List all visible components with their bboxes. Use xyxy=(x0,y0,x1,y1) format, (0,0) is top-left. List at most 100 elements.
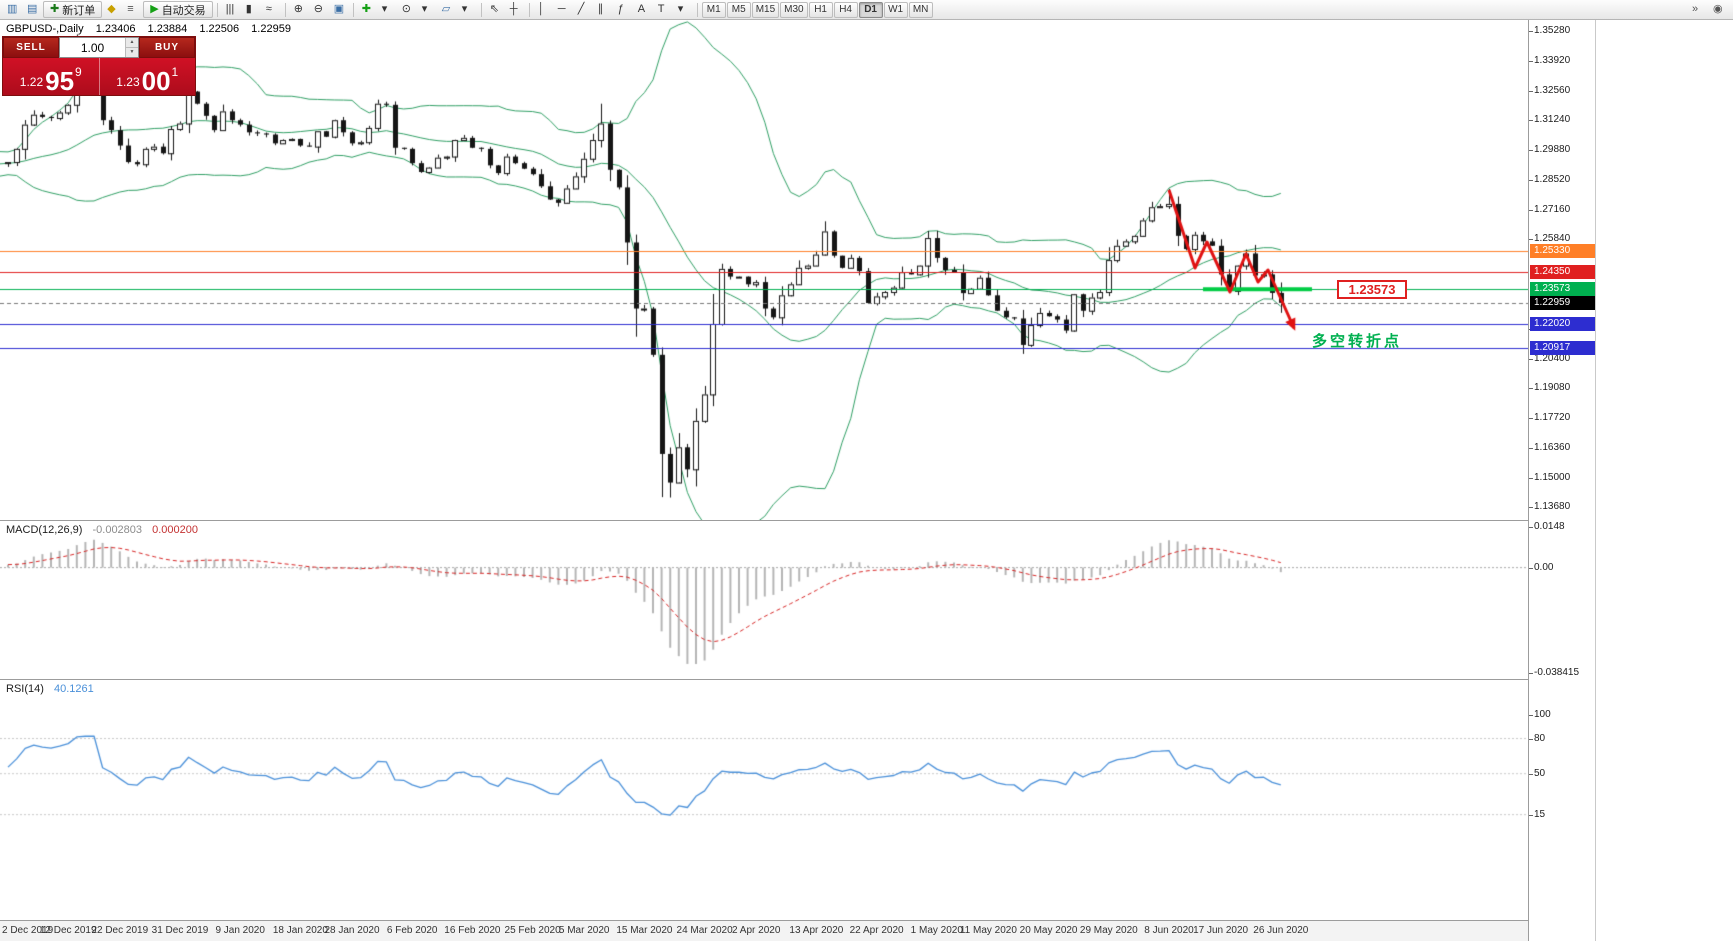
close-value: 1.22959 xyxy=(251,23,291,35)
bar-chart-button[interactable]: ||| xyxy=(222,1,241,18)
date-label: 20 May 2020 xyxy=(1019,925,1078,936)
fibonacci-icon: ƒ xyxy=(617,3,624,15)
rsi-canvas[interactable] xyxy=(0,680,1528,920)
zoom-in-button[interactable]: ⊕ xyxy=(290,1,309,18)
metaeditor-button[interactable]: ◆ xyxy=(103,1,122,18)
trade-panel-prices: 1.22 95 9 1.23 00 1 xyxy=(3,58,195,95)
macd-header: MACD(12,26,9) -0.002803 0.000200 xyxy=(6,524,198,536)
date-label: 12 Dec 2019 xyxy=(39,925,97,936)
macd-value: -0.002803 xyxy=(92,524,143,536)
toolbar-separator xyxy=(216,2,218,17)
timeframe-m15-button[interactable]: M15 xyxy=(751,1,780,18)
date-label: 16 Feb 2020 xyxy=(444,925,501,936)
label-button[interactable]: T xyxy=(654,1,673,18)
price-axis-flag: 1.23573 xyxy=(1530,282,1595,297)
date-label: 8 Jun 2020 xyxy=(1144,925,1194,936)
cursor-button[interactable]: ⇖ xyxy=(486,1,505,18)
timeframe-m30-button[interactable]: M30 xyxy=(780,1,808,18)
text-button[interactable]: A xyxy=(634,1,653,18)
timeframe-m1-button[interactable]: M1 xyxy=(701,1,726,18)
timeframe-h1-button[interactable]: H1 xyxy=(808,1,833,18)
rsi-axis-label: 15 xyxy=(1528,808,1546,820)
toolbar-overflow-button[interactable]: » xyxy=(1688,1,1707,18)
buy-pips: 00 xyxy=(141,65,171,96)
crosshair-button[interactable]: ┼ xyxy=(506,1,525,18)
timeframe-w1-button[interactable]: W1 xyxy=(883,1,908,18)
buy-button[interactable]: BUY xyxy=(139,37,195,58)
macd-panel: MACD(12,26,9) -0.002803 0.000200 xyxy=(0,520,1528,679)
channel-button[interactable]: ∥ xyxy=(594,1,613,18)
horizontal-line-icon: ─ xyxy=(557,3,566,15)
periods-button[interactable]: ⊙ xyxy=(398,1,417,18)
buy-price[interactable]: 1.23 00 1 xyxy=(98,58,196,96)
new-chart-button[interactable]: ▥ xyxy=(3,1,22,18)
metaeditor-icon: ◆ xyxy=(107,3,116,15)
macd-canvas[interactable] xyxy=(0,521,1528,679)
shapes-dropdown[interactable]: ▾ xyxy=(674,1,693,18)
timeframe-mn-button[interactable]: MN xyxy=(908,1,933,18)
lot-spinner: ▲ ▼ xyxy=(125,38,138,57)
rsi-axis-label: 80 xyxy=(1528,732,1546,744)
indicators-dropdown[interactable]: ▾ xyxy=(378,1,397,18)
zoom-out-icon: ⊖ xyxy=(313,3,323,15)
profiles-button[interactable]: ▤ xyxy=(23,1,42,18)
line-chart-icon: ≈ xyxy=(265,3,272,15)
autotrading-button[interactable]: ▶ 自动交易 xyxy=(143,1,213,18)
zoom-out-button[interactable]: ⊖ xyxy=(310,1,329,18)
horizontal-line-button[interactable]: ─ xyxy=(554,1,573,18)
price-axis-label: 1.16360 xyxy=(1528,442,1571,454)
strategy-tester-button[interactable]: ≡ xyxy=(123,1,142,18)
rsi-title: RSI(14) xyxy=(6,683,44,695)
periods-icon: ▾ xyxy=(421,3,428,15)
indicators-button[interactable]: ✚ xyxy=(358,1,377,18)
main-chart-panel: GBPUSD-,Daily 1.23406 1.23884 1.22506 1.… xyxy=(0,20,1528,520)
new-order-button[interactable]: ✚ 新订单 xyxy=(43,1,103,18)
price-axis-label: 1.31240 xyxy=(1528,114,1571,126)
toolbar-right-icons: » ◉ xyxy=(1688,1,1730,18)
vertical-line-button[interactable]: │ xyxy=(534,1,553,18)
new-order-button-label: 新订单 xyxy=(62,4,96,17)
templates-dropdown[interactable]: ▾ xyxy=(458,1,477,18)
sell-button[interactable]: SELL xyxy=(3,37,59,58)
help-button[interactable]: ◉ xyxy=(1709,1,1728,18)
timeframe-m5-button[interactable]: M5 xyxy=(726,1,751,18)
templates-icon: ▱ xyxy=(441,3,451,15)
trendline-button[interactable]: ╱ xyxy=(574,1,593,18)
cursor-icon: ⇖ xyxy=(489,3,499,15)
lot-decrease-button[interactable]: ▼ xyxy=(126,48,138,57)
candlestick-chart-button[interactable]: ▮ xyxy=(242,1,261,18)
indicators-icon: ✚ xyxy=(361,3,371,15)
channel-icon: ∥ xyxy=(597,3,604,15)
sell-pips: 95 xyxy=(45,65,75,96)
templates-button[interactable]: ▱ xyxy=(438,1,457,18)
low-value: 1.22506 xyxy=(199,23,240,35)
text-icon: A xyxy=(637,3,646,15)
price-level-flag[interactable]: 1.23573 xyxy=(1337,280,1407,299)
rsi-value: 40.1261 xyxy=(53,683,94,695)
periods-dropdown[interactable]: ▾ xyxy=(418,1,437,18)
price-axis-label: 1.29880 xyxy=(1528,144,1571,156)
price-axis-flag: 1.25330 xyxy=(1530,243,1595,258)
shapes-icon: ▾ xyxy=(677,3,684,15)
sell-point: 9 xyxy=(75,65,82,79)
macd-axis-label: 0.00 xyxy=(1528,561,1554,573)
time-axis[interactable]: 2 Dec 2019 12 Dec 2019 22 Dec 2019 31 Dec 2… xyxy=(0,920,1528,941)
date-label: 2 Dec 2019 xyxy=(2,925,54,936)
toolbar: ▥ ▤ ✚ 新订单 ◆ ≡ ▶ 自动交易 ||| ▮ ≈ ⊕ ⊖ ▣ ✚ ▾ ⊙ ▾ ▱ ▾ ⇖ ┼ │ ─ ╱ ∥ ƒ A T ▾ M1… xyxy=(0,0,1733,20)
sell-price[interactable]: 1.22 95 9 xyxy=(3,58,99,95)
price-axis[interactable]: 1.35280 1.33920 1.32560 1.31240 1.29880 1.285… xyxy=(1528,20,1596,941)
date-label: 5 Mar 2020 xyxy=(558,925,610,936)
date-label: 11 May 2020 xyxy=(959,925,1017,936)
turning-point-annotation[interactable]: 多空转折点 xyxy=(1312,333,1403,350)
lot-size-input[interactable] xyxy=(60,38,125,57)
date-label: 2 Apr 2020 xyxy=(732,925,781,936)
lot-increase-button[interactable]: ▲ xyxy=(126,38,138,48)
line-chart-button[interactable]: ≈ xyxy=(262,1,281,18)
tile-windows-button[interactable]: ▣ xyxy=(330,1,349,18)
price-chart-canvas[interactable] xyxy=(0,20,1528,520)
timeframe-h4-button[interactable]: H4 xyxy=(833,1,858,18)
fibonacci-button[interactable]: ƒ xyxy=(614,1,633,18)
profiles-icon: ▤ xyxy=(27,3,38,15)
timeframe-d1-button[interactable]: D1 xyxy=(858,1,883,18)
buy-big-figure: 1.23 xyxy=(116,75,140,89)
